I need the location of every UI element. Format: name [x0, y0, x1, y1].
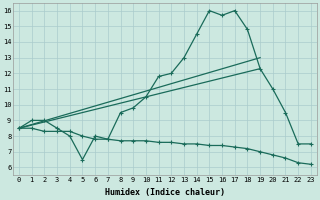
X-axis label: Humidex (Indice chaleur): Humidex (Indice chaleur) — [105, 188, 225, 197]
